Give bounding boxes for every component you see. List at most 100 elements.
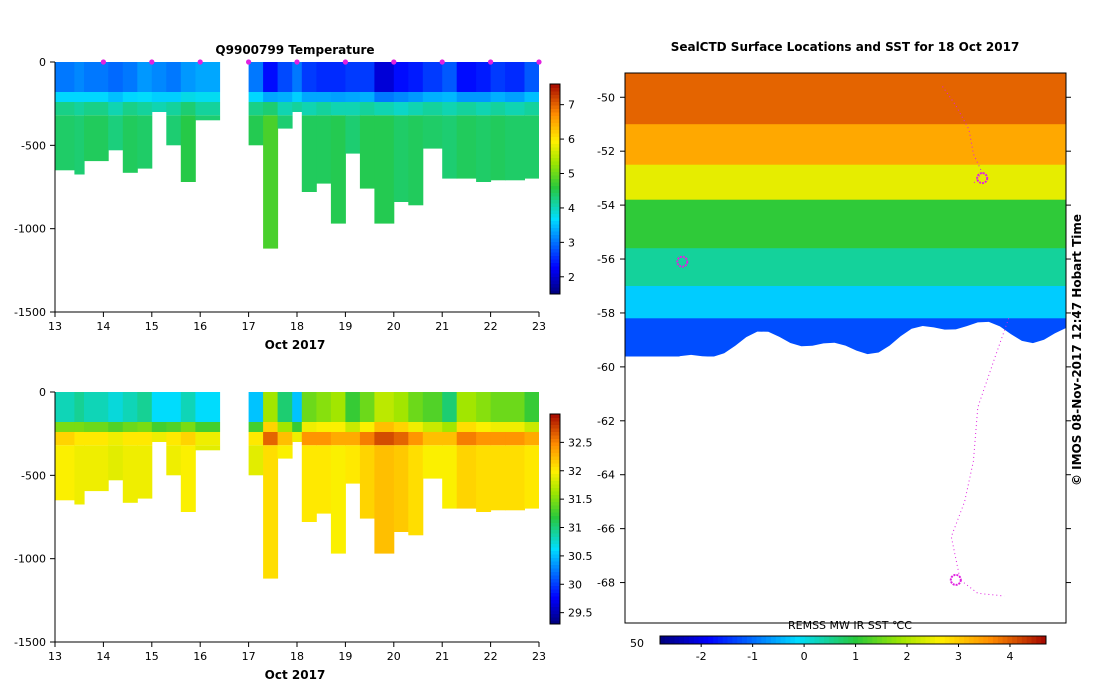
sst-band-3	[625, 199, 1066, 249]
x-tick-label: 21	[435, 650, 449, 663]
profile-cell-14-3	[301, 115, 317, 192]
colorbar-swatch	[550, 206, 560, 211]
sst-colorbar-swatch	[920, 636, 926, 644]
colorbar-swatch	[550, 487, 560, 492]
profile-cell-6-0	[151, 392, 167, 422]
colorbar-swatch	[550, 491, 560, 495]
profile-cell-0-0	[55, 392, 75, 422]
profile-cell-4-1	[122, 92, 138, 102]
sst-colorbar-swatch	[698, 636, 704, 644]
profile-cell-25-3	[476, 115, 492, 182]
profile-cell-25-0	[476, 392, 492, 422]
profile-cell-1-1	[74, 422, 85, 432]
profile-cell-15-2	[316, 102, 332, 116]
cluster-south	[949, 573, 962, 586]
y-tick-label: -1500	[14, 636, 46, 649]
colorbar-swatch	[550, 536, 560, 541]
sst-colorbar-swatch	[1002, 636, 1008, 644]
profile-cell-2-2	[84, 432, 109, 446]
profile-cell-12-1	[277, 422, 293, 432]
colorbar-swatch	[550, 554, 560, 558]
colorbar-swatch	[550, 438, 560, 443]
credit-text: © IMOS 08-Nov-2017 12:47 Hobart Time	[1070, 214, 1084, 486]
y-tick-label: 0	[39, 56, 46, 69]
colorbar-swatch	[550, 154, 560, 158]
colorbar-tick-label: 7	[568, 99, 575, 112]
colorbar-swatch	[550, 129, 560, 134]
colorbar-swatch	[550, 620, 560, 625]
colorbar-swatch	[550, 550, 560, 555]
lat-tick-label: -50	[597, 91, 615, 104]
sst-colorbar-swatch	[939, 636, 946, 644]
sst-colorbar-swatch	[935, 636, 941, 644]
profile-cell-25-2	[476, 432, 492, 446]
profile-cell-10-0	[248, 392, 264, 422]
profile-cell-14-0	[301, 62, 317, 92]
colorbar-swatch	[550, 196, 560, 200]
profile-cell-16-2	[330, 432, 346, 446]
salinity-x-ticks: 13 14 15 16 17 18 19 20 21 22 23	[48, 642, 546, 663]
profile-cell-15-2	[316, 432, 332, 446]
x-tick-label: 22	[484, 650, 498, 663]
sst-colorbar-swatch	[742, 636, 748, 644]
colorbar-swatch	[550, 508, 560, 513]
sst-colorbar-swatch	[910, 636, 917, 644]
colorbar-swatch	[550, 533, 560, 537]
y-tick-label: -1000	[14, 553, 46, 566]
colorbar-swatch	[550, 582, 560, 586]
colorbar-swatch	[550, 540, 560, 544]
sst-colorbar-tick-label: -1	[747, 650, 758, 663]
sst-colorbar-swatch	[669, 636, 675, 644]
profile-marker	[149, 59, 155, 65]
profile-cell-7-3	[166, 445, 182, 476]
colorbar-swatch	[550, 466, 560, 471]
profile-cell-12-2	[277, 432, 293, 446]
sst-colorbar-tick-label: -2	[696, 650, 707, 663]
profile-cell-13-0	[292, 62, 303, 92]
sst-colorbar-swatch	[954, 636, 960, 644]
profile-cell-23-3	[442, 115, 458, 179]
profile-cell-9-2	[195, 432, 221, 446]
profile-cell-0-3	[55, 115, 75, 171]
x-tick-label: 20	[387, 650, 401, 663]
colorbar-swatch	[550, 596, 560, 600]
salinity-x-label: Oct 2017	[265, 668, 326, 682]
profile-cell-23-0	[442, 62, 458, 92]
profile-cell-8-3	[180, 445, 196, 512]
sst-colorbar-swatch	[751, 636, 757, 644]
profile-cell-11-1	[263, 422, 279, 432]
colorbar-swatch	[550, 592, 560, 597]
profile-cell-28-1	[524, 422, 539, 432]
profile-cell-6-1	[151, 422, 167, 432]
profile-cell-23-1	[442, 92, 458, 102]
profile-cell-7-3	[166, 115, 182, 146]
sst-colorbar-swatch	[689, 636, 695, 644]
profile-cell-5-3	[137, 445, 153, 499]
x-tick-label: 21	[435, 320, 449, 333]
profile-cell-13-1	[292, 422, 303, 432]
profile-cell-16-0	[330, 62, 346, 92]
sst-colorbar-swatch	[944, 636, 950, 644]
profile-cell-17-1	[345, 92, 361, 102]
sst-colorbar-swatch	[930, 636, 936, 644]
colorbar-swatch	[550, 599, 560, 604]
profile-cell-26-3	[490, 445, 506, 511]
profile-cell-15-3	[316, 115, 332, 184]
colorbar-swatch	[550, 245, 560, 249]
x-tick-label: 17	[242, 650, 256, 663]
profile-cell-24-0	[456, 392, 477, 422]
sst-colorbar-swatch	[708, 636, 714, 644]
colorbar-swatch	[550, 241, 560, 246]
y-tick-label: -1000	[14, 223, 46, 236]
colorbar-swatch	[550, 463, 560, 467]
profile-cell-16-3	[330, 445, 346, 554]
profile-cell-17-0	[345, 392, 361, 422]
sst-colorbar-swatch	[964, 636, 970, 644]
profile-cell-15-1	[316, 422, 332, 432]
profile-cell-14-2	[301, 102, 317, 116]
colorbar-swatch	[550, 494, 560, 499]
profile-cell-24-2	[456, 432, 477, 446]
x-tick-label: 17	[242, 320, 256, 333]
profile-cell-28-3	[524, 445, 539, 509]
colorbar-tick-label: 31.5	[568, 493, 593, 506]
